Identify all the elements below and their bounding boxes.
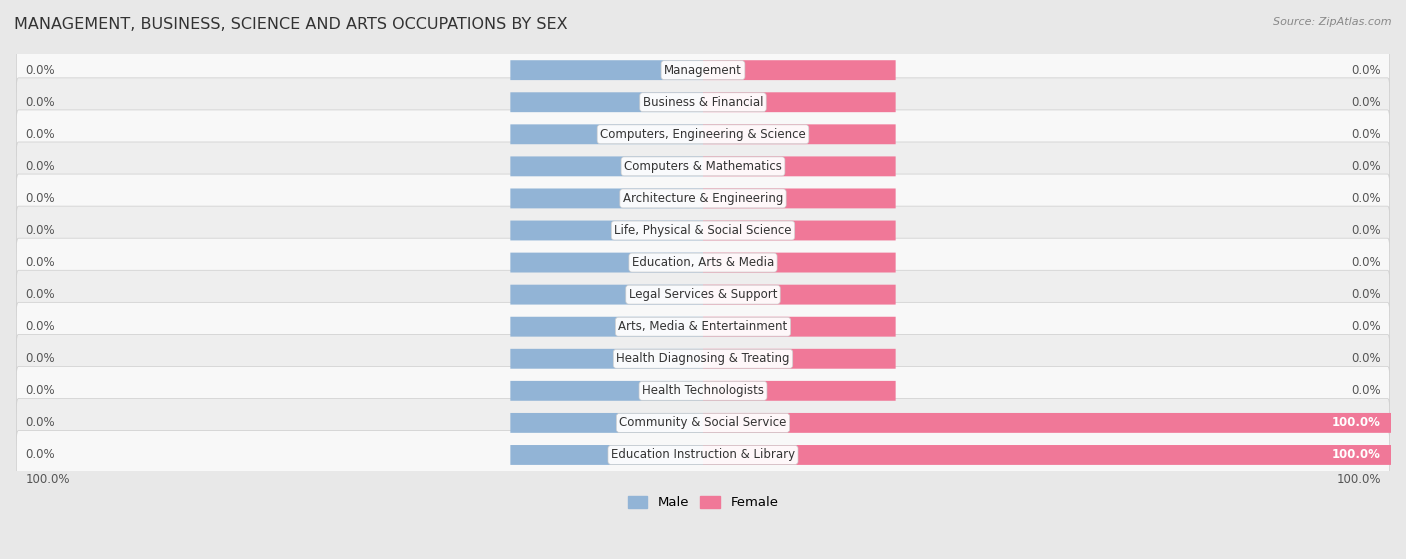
Text: 0.0%: 0.0% — [25, 160, 55, 173]
Text: 0.0%: 0.0% — [1351, 224, 1381, 237]
Text: 0.0%: 0.0% — [1351, 320, 1381, 333]
Text: 100.0%: 100.0% — [25, 472, 70, 486]
FancyBboxPatch shape — [17, 206, 1389, 255]
Text: MANAGEMENT, BUSINESS, SCIENCE AND ARTS OCCUPATIONS BY SEX: MANAGEMENT, BUSINESS, SCIENCE AND ARTS O… — [14, 17, 568, 32]
FancyBboxPatch shape — [17, 399, 1389, 447]
Text: Business & Financial: Business & Financial — [643, 96, 763, 109]
FancyBboxPatch shape — [703, 285, 896, 305]
FancyBboxPatch shape — [17, 110, 1389, 159]
Text: Architecture & Engineering: Architecture & Engineering — [623, 192, 783, 205]
Text: 0.0%: 0.0% — [25, 192, 55, 205]
Text: Arts, Media & Entertainment: Arts, Media & Entertainment — [619, 320, 787, 333]
FancyBboxPatch shape — [510, 413, 703, 433]
FancyBboxPatch shape — [510, 60, 703, 80]
FancyBboxPatch shape — [17, 430, 1389, 479]
FancyBboxPatch shape — [510, 381, 703, 401]
FancyBboxPatch shape — [703, 381, 896, 401]
Text: Health Technologists: Health Technologists — [643, 385, 763, 397]
Text: 0.0%: 0.0% — [25, 385, 55, 397]
FancyBboxPatch shape — [17, 238, 1389, 287]
Text: 0.0%: 0.0% — [25, 96, 55, 109]
Text: 0.0%: 0.0% — [25, 224, 55, 237]
Text: 0.0%: 0.0% — [1351, 288, 1381, 301]
Text: 0.0%: 0.0% — [25, 128, 55, 141]
FancyBboxPatch shape — [703, 253, 896, 272]
FancyBboxPatch shape — [17, 78, 1389, 126]
FancyBboxPatch shape — [703, 445, 1391, 465]
Text: 0.0%: 0.0% — [1351, 352, 1381, 365]
Text: 100.0%: 100.0% — [1336, 472, 1381, 486]
Text: Source: ZipAtlas.com: Source: ZipAtlas.com — [1274, 17, 1392, 27]
Text: 0.0%: 0.0% — [25, 256, 55, 269]
Text: 0.0%: 0.0% — [25, 416, 55, 429]
Text: 0.0%: 0.0% — [1351, 64, 1381, 77]
Text: 0.0%: 0.0% — [1351, 385, 1381, 397]
FancyBboxPatch shape — [703, 413, 1391, 433]
FancyBboxPatch shape — [17, 46, 1389, 94]
Text: 0.0%: 0.0% — [1351, 256, 1381, 269]
FancyBboxPatch shape — [17, 142, 1389, 191]
Text: 0.0%: 0.0% — [1351, 128, 1381, 141]
FancyBboxPatch shape — [703, 124, 896, 144]
Text: 0.0%: 0.0% — [25, 288, 55, 301]
Text: 0.0%: 0.0% — [25, 320, 55, 333]
FancyBboxPatch shape — [510, 253, 703, 272]
Text: 100.0%: 100.0% — [1331, 416, 1381, 429]
Text: 0.0%: 0.0% — [25, 448, 55, 462]
Text: Education, Arts & Media: Education, Arts & Media — [631, 256, 775, 269]
FancyBboxPatch shape — [510, 157, 703, 176]
FancyBboxPatch shape — [703, 92, 896, 112]
FancyBboxPatch shape — [510, 221, 703, 240]
FancyBboxPatch shape — [510, 188, 703, 209]
FancyBboxPatch shape — [510, 317, 703, 337]
Text: Legal Services & Support: Legal Services & Support — [628, 288, 778, 301]
FancyBboxPatch shape — [17, 367, 1389, 415]
Text: Computers & Mathematics: Computers & Mathematics — [624, 160, 782, 173]
FancyBboxPatch shape — [703, 221, 896, 240]
FancyBboxPatch shape — [510, 124, 703, 144]
Text: Life, Physical & Social Science: Life, Physical & Social Science — [614, 224, 792, 237]
FancyBboxPatch shape — [703, 188, 896, 209]
FancyBboxPatch shape — [703, 317, 896, 337]
FancyBboxPatch shape — [510, 285, 703, 305]
Text: Health Diagnosing & Treating: Health Diagnosing & Treating — [616, 352, 790, 365]
FancyBboxPatch shape — [703, 60, 896, 80]
Text: Education Instruction & Library: Education Instruction & Library — [612, 448, 794, 462]
FancyBboxPatch shape — [703, 349, 896, 369]
FancyBboxPatch shape — [17, 302, 1389, 351]
Text: 100.0%: 100.0% — [1331, 448, 1381, 462]
FancyBboxPatch shape — [510, 445, 703, 465]
FancyBboxPatch shape — [510, 349, 703, 369]
Legend: Male, Female: Male, Female — [623, 490, 783, 514]
FancyBboxPatch shape — [510, 92, 703, 112]
Text: Management: Management — [664, 64, 742, 77]
Text: 0.0%: 0.0% — [1351, 192, 1381, 205]
Text: 0.0%: 0.0% — [25, 352, 55, 365]
Text: 0.0%: 0.0% — [1351, 160, 1381, 173]
FancyBboxPatch shape — [17, 174, 1389, 223]
FancyBboxPatch shape — [17, 334, 1389, 383]
FancyBboxPatch shape — [703, 157, 896, 176]
Text: Community & Social Service: Community & Social Service — [619, 416, 787, 429]
FancyBboxPatch shape — [17, 270, 1389, 319]
Text: 0.0%: 0.0% — [1351, 96, 1381, 109]
Text: Computers, Engineering & Science: Computers, Engineering & Science — [600, 128, 806, 141]
Text: 0.0%: 0.0% — [25, 64, 55, 77]
